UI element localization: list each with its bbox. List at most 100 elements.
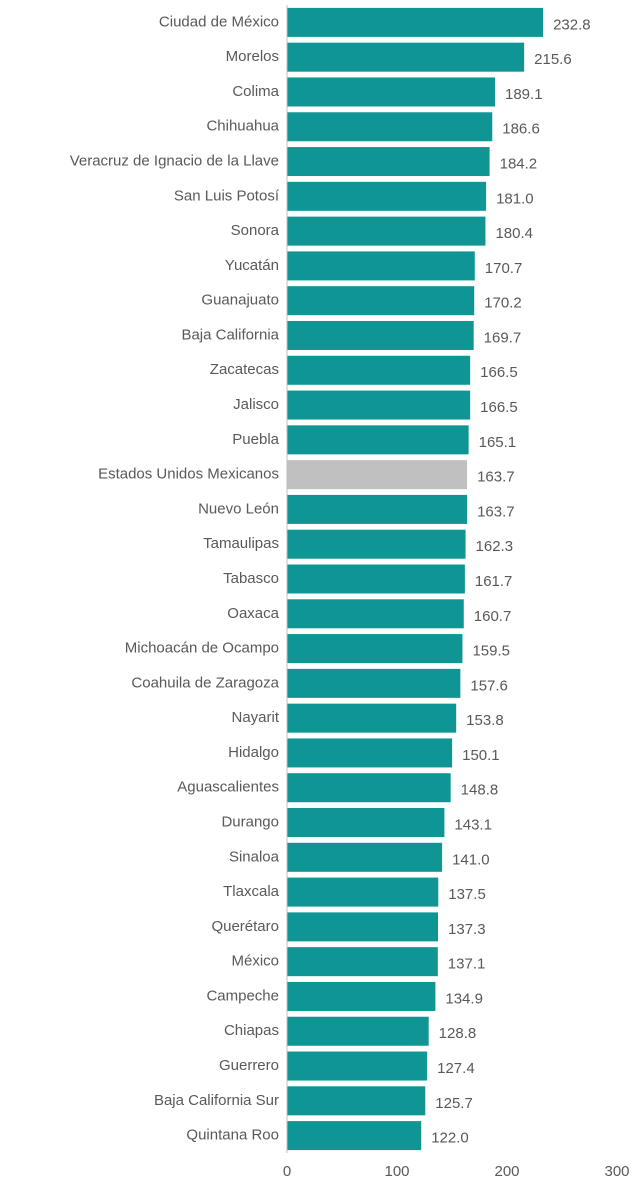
bar (287, 320, 474, 350)
y-tick-label: Baja California Sur (154, 1092, 279, 1109)
y-tick-label: Colima (232, 83, 279, 100)
value-label: 166.5 (480, 399, 518, 416)
y-tick-label: Sonora (231, 222, 280, 239)
value-label: 160.7 (474, 608, 512, 625)
value-label: 137.3 (448, 921, 486, 938)
y-tick-label: Quintana Roo (186, 1127, 279, 1144)
y-tick-label: Hidalgo (228, 744, 279, 761)
y-tick-label: Ciudad de México (159, 13, 279, 30)
value-label: 163.7 (477, 469, 515, 486)
y-tick-label: Chihuahua (206, 118, 279, 135)
bar (287, 460, 468, 490)
value-label: 166.5 (480, 364, 518, 381)
bar (287, 216, 486, 246)
y-tick-label: Baja California (181, 326, 279, 343)
y-tick-label: Zacatecas (210, 361, 279, 378)
value-label: 143.1 (454, 816, 492, 833)
bar (287, 390, 471, 420)
y-tick-label: Michoacán de Ocampo (125, 640, 279, 657)
bar (287, 7, 544, 37)
bar (287, 286, 475, 316)
y-tick-label: Oaxaca (227, 605, 279, 622)
bar (287, 703, 457, 733)
value-label: 141.0 (452, 851, 490, 868)
value-label: 169.7 (484, 329, 522, 346)
bar (287, 494, 468, 524)
bar (287, 668, 461, 698)
value-label: 137.5 (448, 886, 486, 903)
value-label: 163.7 (477, 503, 515, 520)
bar (287, 251, 475, 281)
x-tick-label: 0 (283, 1163, 291, 1180)
bar (287, 564, 465, 594)
value-label: 157.6 (470, 677, 508, 694)
bar (287, 181, 487, 211)
y-tick-label: Morelos (226, 48, 279, 65)
value-label: 184.2 (500, 156, 538, 173)
bar (287, 1121, 422, 1151)
bar (287, 947, 438, 977)
value-label: 137.1 (448, 956, 486, 973)
value-label: 159.5 (472, 643, 510, 660)
y-tick-label: Sinaloa (229, 848, 280, 865)
value-label: 180.4 (495, 225, 533, 242)
bar (287, 599, 464, 629)
value-label: 127.4 (437, 1060, 475, 1077)
bar (287, 42, 525, 72)
y-tick-label: Tlaxcala (223, 883, 280, 900)
value-label: 165.1 (479, 434, 517, 451)
value-label: 153.8 (466, 712, 504, 729)
x-tick-label: 200 (494, 1163, 519, 1180)
y-tick-label: Campeche (206, 987, 279, 1004)
value-label: 170.7 (485, 260, 523, 277)
bar (287, 147, 490, 177)
y-tick-label: Veracruz de Ignacio de la Llave (70, 153, 279, 170)
bar (287, 981, 436, 1011)
y-tick-label: Jalisco (233, 396, 279, 413)
y-tick-label: San Luis Potosí (174, 187, 280, 204)
y-tick-label: Nuevo León (198, 500, 279, 517)
value-label: 170.2 (484, 295, 522, 312)
bar (287, 634, 463, 664)
bar (287, 842, 443, 872)
value-label: 232.8 (553, 16, 591, 33)
value-label: 215.6 (534, 51, 572, 68)
value-label: 148.8 (461, 782, 499, 799)
bar (287, 1086, 426, 1116)
y-tick-label: Nayarit (231, 709, 279, 726)
value-label: 125.7 (435, 1095, 473, 1112)
value-label: 189.1 (505, 86, 543, 103)
bar (287, 808, 445, 838)
y-tick-label: Tabasco (223, 570, 279, 587)
y-tick-label: Coahuila de Zaragoza (131, 674, 279, 691)
value-label: 122.0 (431, 1130, 469, 1147)
x-tick-label: 100 (384, 1163, 409, 1180)
y-tick-label: Aguascalientes (177, 779, 279, 796)
y-tick-label: México (231, 953, 279, 970)
bar (287, 773, 451, 803)
value-label: 134.9 (445, 990, 483, 1007)
bar (287, 877, 439, 907)
y-tick-label: Durango (221, 813, 279, 830)
y-tick-label: Guerrero (219, 1057, 279, 1074)
bar (287, 738, 453, 768)
bar (287, 112, 493, 142)
bar (287, 1016, 429, 1046)
y-tick-label: Chiapas (224, 1022, 279, 1039)
y-tick-label: Yucatán (225, 257, 279, 274)
value-label: 128.8 (439, 1025, 477, 1042)
value-label: 161.7 (475, 573, 513, 590)
value-label: 181.0 (496, 190, 534, 207)
y-tick-label: Estados Unidos Mexicanos (98, 466, 279, 483)
bar (287, 1051, 428, 1081)
y-tick-label: Tamaulipas (203, 535, 279, 552)
y-tick-label: Guanajuato (201, 292, 279, 309)
x-tick-label: 300 (604, 1163, 629, 1180)
value-label: 162.3 (476, 538, 514, 555)
value-label: 150.1 (462, 747, 500, 764)
bar (287, 912, 439, 942)
y-tick-label: Puebla (232, 431, 279, 448)
bar (287, 355, 471, 385)
y-tick-label: Querétaro (211, 918, 279, 935)
